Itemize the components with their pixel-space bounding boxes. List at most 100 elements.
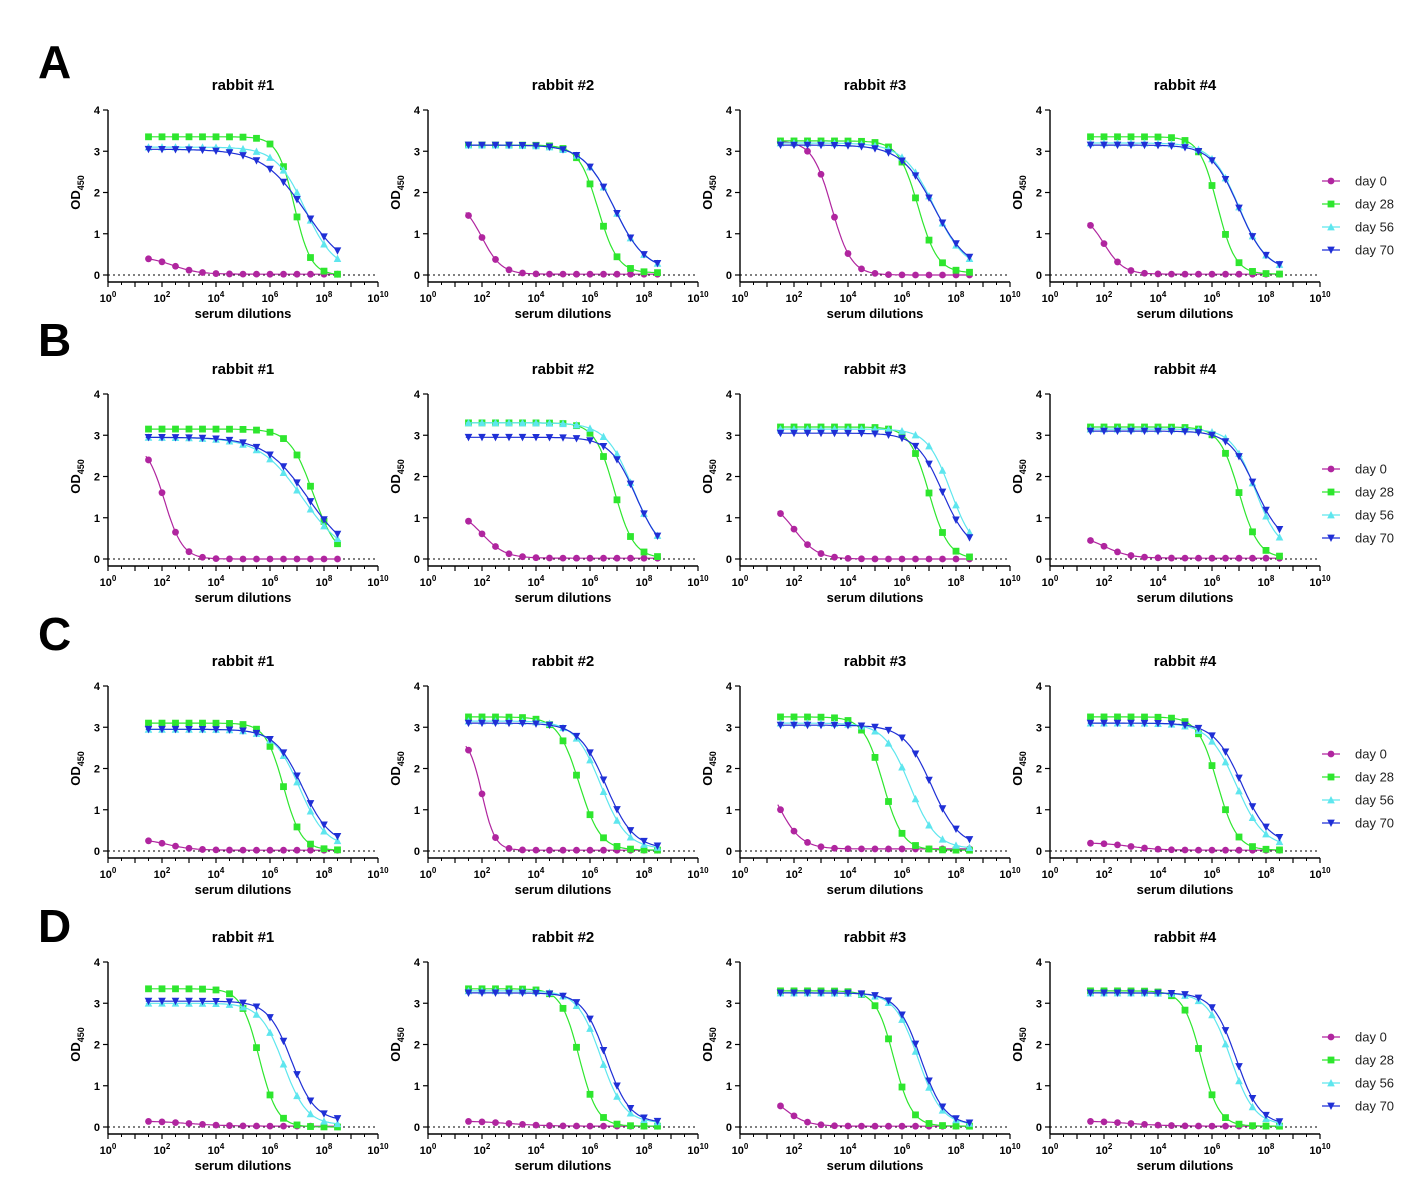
data-point	[239, 270, 247, 278]
data-point	[320, 267, 328, 275]
y-tick-label: 2	[414, 1040, 420, 1052]
y-axis-label: OD450	[1010, 175, 1028, 210]
panel-letter-d: D	[38, 900, 71, 952]
series-day28	[465, 141, 661, 277]
data-point	[952, 1115, 960, 1123]
x-tick-label: 1010	[1309, 866, 1331, 881]
data-point	[586, 424, 594, 432]
data-point	[1208, 737, 1216, 745]
data-point	[1181, 554, 1189, 562]
data-point	[885, 798, 892, 805]
chart-title: rabbit #3	[844, 929, 907, 946]
x-tick-label: 102	[154, 866, 171, 881]
data-point	[546, 1122, 553, 1129]
data-point	[226, 133, 233, 141]
x-axis-label: serum dilutions	[827, 882, 924, 897]
x-tick-label: 108	[636, 290, 653, 305]
y-tick-label: 1	[94, 805, 100, 817]
series-day70	[776, 429, 974, 542]
series-day0	[777, 510, 973, 563]
x-tick-label: 106	[262, 1142, 279, 1157]
data-point	[1100, 427, 1108, 436]
data-point	[830, 141, 839, 150]
panel-letter-c: C	[38, 608, 71, 660]
data-point	[1194, 994, 1203, 1002]
series-day70	[776, 141, 974, 262]
data-point	[1235, 846, 1243, 854]
data-point	[1087, 537, 1094, 544]
data-point	[158, 839, 166, 847]
data-point	[586, 180, 594, 188]
data-point	[599, 776, 608, 784]
data-point	[1114, 258, 1121, 266]
data-point	[1235, 453, 1243, 461]
chart-a-3: rabbit #3 0 1 2 3 4 100 102 104 106 108 1010 OD450 se…	[700, 77, 1021, 321]
data-point	[572, 999, 581, 1007]
data-point	[884, 739, 893, 747]
data-point	[492, 834, 499, 841]
x-tick-label: 106	[894, 574, 911, 589]
data-point	[519, 846, 526, 854]
data-point	[559, 270, 567, 278]
series-day70	[144, 725, 342, 841]
data-point	[599, 442, 608, 451]
data-point	[776, 429, 785, 438]
data-point	[1222, 846, 1229, 854]
y-tick-label: 1	[726, 1081, 732, 1093]
chart-title: rabbit #2	[532, 929, 595, 946]
chart-title: rabbit #1	[212, 77, 275, 94]
y-tick-label: 3	[414, 146, 420, 158]
data-point	[306, 215, 315, 223]
fit-curve	[465, 212, 658, 275]
chart-title: rabbit #1	[212, 653, 275, 670]
data-point	[145, 837, 152, 845]
data-point	[1113, 141, 1122, 150]
x-tick-label: 108	[636, 1142, 653, 1157]
data-point	[519, 553, 526, 561]
data-point	[925, 441, 933, 450]
fit-curve	[777, 716, 970, 851]
x-tick-label: 108	[636, 866, 653, 881]
x-tick-label: 1010	[687, 1142, 709, 1157]
data-point	[898, 1011, 906, 1019]
data-point	[1140, 989, 1149, 997]
data-point	[912, 1111, 919, 1119]
data-point	[586, 163, 594, 172]
data-point	[790, 525, 798, 533]
data-point	[844, 555, 852, 562]
data-point	[938, 466, 947, 474]
data-point	[572, 421, 581, 429]
chart-title: rabbit #1	[212, 929, 275, 946]
data-point	[172, 262, 179, 270]
data-point	[172, 985, 179, 993]
series-day70	[776, 989, 974, 1127]
data-point	[320, 233, 328, 241]
data-point	[911, 1047, 920, 1055]
data-point	[252, 1010, 261, 1018]
y-tick-label: 1	[1036, 805, 1042, 817]
data-point	[225, 149, 234, 157]
y-tick-label: 4	[94, 389, 101, 401]
data-point	[505, 719, 513, 728]
series-day56	[144, 999, 342, 1128]
data-point	[952, 500, 960, 509]
data-point	[884, 425, 893, 434]
data-point	[600, 554, 607, 562]
legend-label-day56: day 56	[1355, 508, 1394, 523]
x-tick-label: 104	[840, 1142, 857, 1157]
x-tick-label: 100	[732, 866, 749, 881]
data-point	[199, 1120, 206, 1128]
data-point	[158, 725, 166, 734]
data-point	[334, 555, 341, 563]
data-point	[790, 141, 798, 150]
data-point	[559, 146, 567, 154]
data-point	[952, 266, 960, 274]
data-point	[1168, 1122, 1175, 1129]
chart-d-2: rabbit #2 0 1 2 3 4 100 102 104 106 108 1010 OD450 se…	[388, 929, 709, 1173]
y-tick-label: 4	[1036, 389, 1043, 401]
data-point	[627, 533, 634, 540]
fit-curve	[777, 140, 970, 273]
data-point	[545, 721, 554, 730]
x-tick-label: 100	[420, 1142, 437, 1157]
data-point	[145, 985, 152, 993]
